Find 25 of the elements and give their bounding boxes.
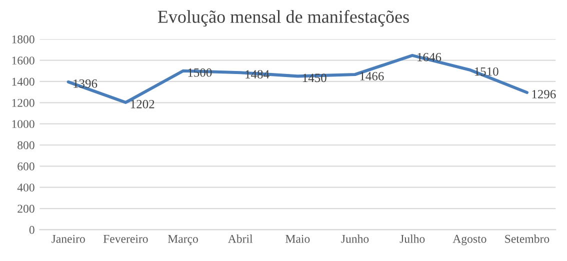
x-tick-label: Abril	[228, 234, 253, 243]
y-tick-label: 600	[18, 162, 34, 170]
data-label: 1510	[474, 67, 498, 76]
x-tick-label: Agosto	[452, 234, 486, 246]
x-tick-label: Junho	[341, 234, 369, 243]
x-tick-label: Setembro	[505, 234, 550, 243]
y-tick-label: 200	[18, 204, 34, 213]
x-tick-label: Fevereiro	[103, 234, 148, 243]
data-label: 1296	[532, 90, 556, 98]
y-tick-label: 1200	[12, 98, 34, 107]
data-label: 1466	[360, 72, 384, 80]
y-tick-label: 1000	[12, 120, 34, 128]
y-tick-label: 400	[17, 184, 34, 192]
y-tick-label: 800	[18, 141, 34, 150]
chart-title: Evolução mensal de manifestações	[158, 10, 409, 27]
x-tick-label: Março	[168, 235, 198, 246]
x-tick-label: Maio	[286, 234, 310, 243]
y-tick-label: 1600	[12, 56, 34, 65]
y-tick-label: 1400	[12, 78, 34, 86]
y-tick-label: 0	[29, 226, 34, 234]
data-label: 1396	[74, 79, 98, 88]
x-tick-label: Julho	[400, 234, 425, 243]
data-label: 1202	[130, 100, 154, 108]
y-tick-label: 1800	[12, 35, 34, 44]
x-tick-label: Janeiro	[52, 234, 85, 243]
